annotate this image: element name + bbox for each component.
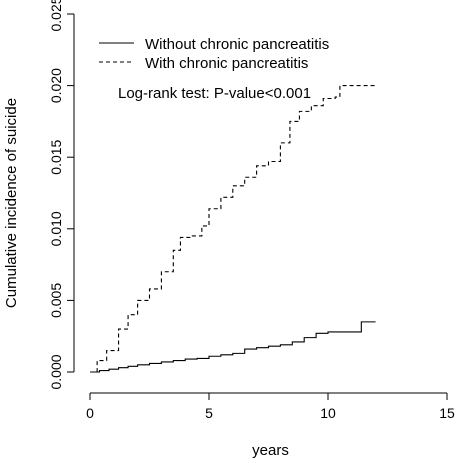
- x-ticks: 0 5 10 15: [86, 393, 455, 421]
- y-ticks: 0.000 0.005 0.010 0.015 0.020 0.025: [48, 0, 74, 390]
- legend: Without chronic pancreatitis With chroni…: [99, 36, 329, 72]
- x-tick-label: 15: [439, 405, 455, 421]
- x-tick-label: 5: [205, 405, 213, 421]
- logrank-annotation: Log-rank test: P-value<0.001: [118, 85, 311, 102]
- x-tick-label: 10: [320, 405, 336, 421]
- series-line-without-cp: [90, 321, 376, 373]
- axes: [73, 14, 447, 394]
- x-axis-title: years: [252, 442, 289, 459]
- series-group: [90, 85, 376, 373]
- y-tick-label: 0.025: [48, 0, 64, 32]
- y-tick-label: 0.010: [48, 211, 64, 246]
- legend-label-without-cp: Without chronic pancreatitis: [145, 36, 329, 53]
- series-line-with-cp: [90, 85, 376, 373]
- y-axis-title: Cumulative incidence of suicide: [3, 98, 20, 308]
- x-tick-label: 0: [86, 405, 94, 421]
- legend-label-with-cp: With chronic pancreatitis: [145, 55, 308, 72]
- y-tick-label: 0.015: [48, 139, 64, 174]
- y-tick-label: 0.000: [48, 354, 64, 389]
- y-tick-label: 0.005: [48, 283, 64, 318]
- y-tick-label: 0.020: [48, 68, 64, 103]
